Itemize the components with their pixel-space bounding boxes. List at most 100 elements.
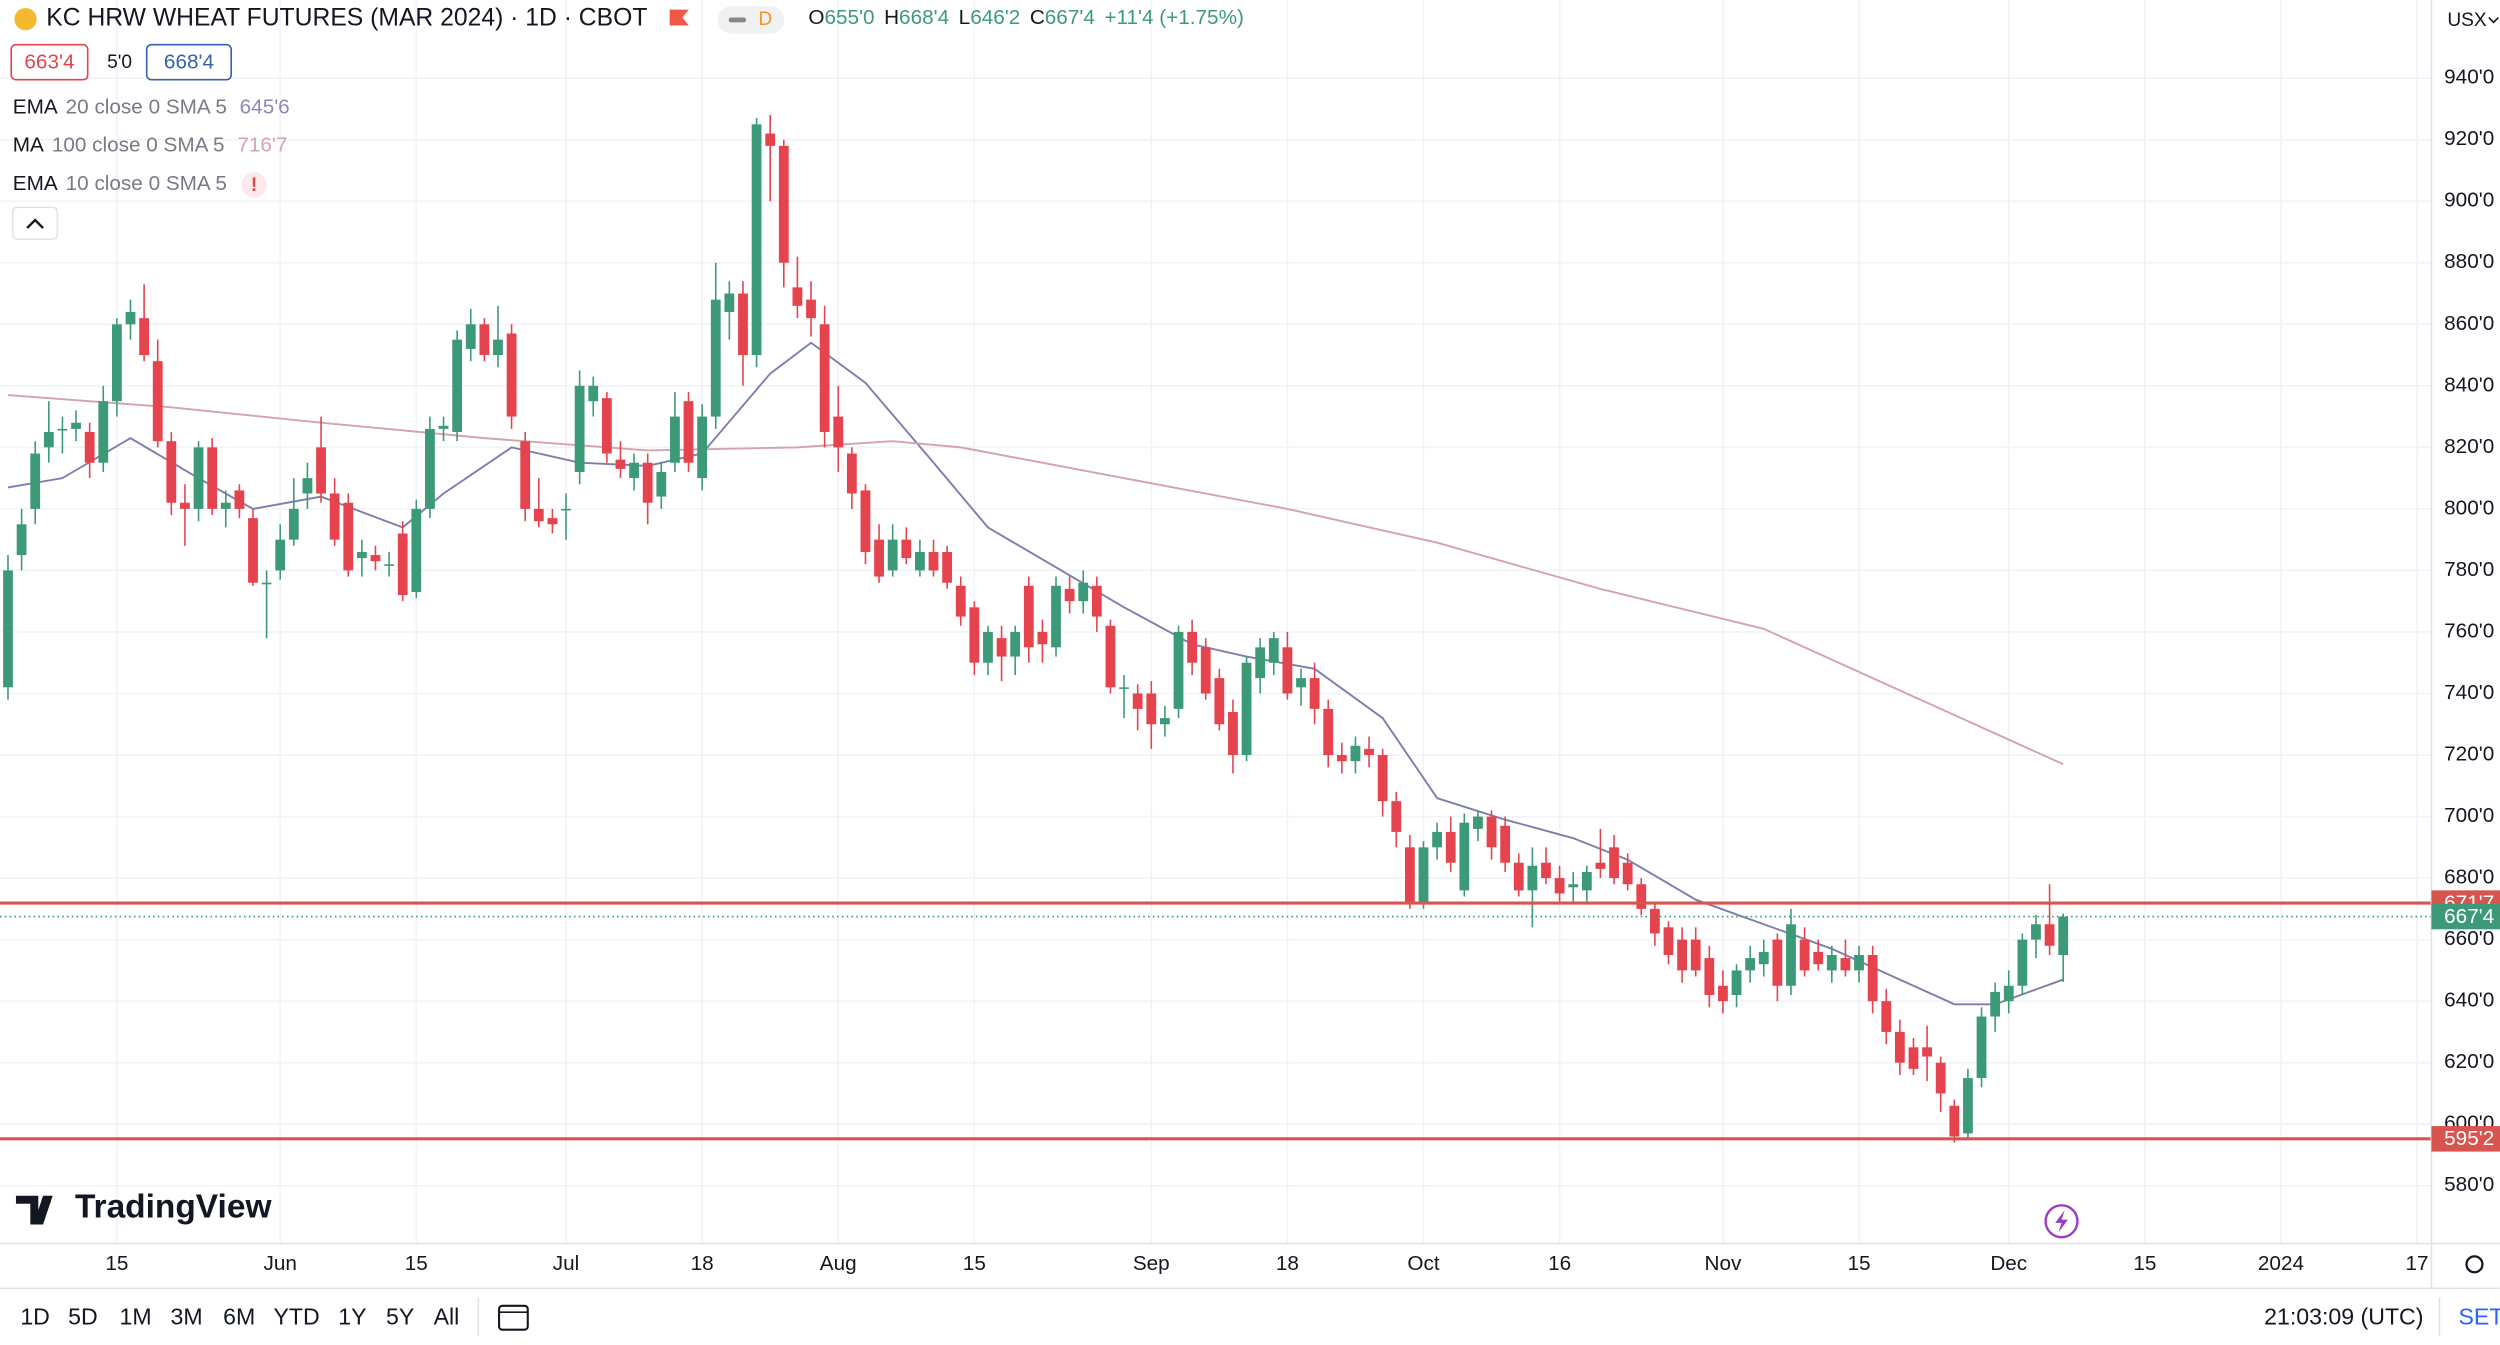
ohlc-key: L: [959, 7, 971, 30]
candle-body: [1554, 878, 1565, 894]
ohlc-key: O: [808, 7, 824, 30]
range-button[interactable]: YTD: [273, 1304, 319, 1330]
currency[interactable]: USX: [2447, 10, 2487, 31]
indicator-name: MA: [13, 134, 44, 157]
candle-body: [765, 133, 776, 146]
y-tick-label: 660'0: [2444, 927, 2494, 950]
candle-body: [1268, 638, 1279, 663]
candle-body: [670, 416, 680, 463]
candle-body: [506, 333, 517, 417]
range-button[interactable]: 5D: [68, 1304, 98, 1330]
candle-body: [180, 502, 190, 509]
price-tag: [2431, 1126, 2500, 1152]
candle-body: [1473, 816, 1483, 829]
ask: 668'4: [164, 50, 214, 73]
indicator-row[interactable]: MA 100 close 0 SMA 5 716'7: [13, 134, 288, 157]
lightning-button[interactable]: [2044, 1204, 2079, 1239]
lightning-icon: [2055, 1210, 2068, 1233]
x-tick-label: 16: [1548, 1252, 1571, 1275]
y-tick-label: 740'0: [2444, 681, 2494, 704]
candle-body: [261, 582, 272, 585]
candle-body: [30, 453, 41, 509]
candle-body: [1350, 745, 1361, 762]
settings-button[interactable]: SET: [2459, 1304, 2500, 1330]
ohlc-value: 655'0: [824, 7, 874, 30]
candle-body: [1990, 991, 2001, 1017]
candle-body: [1949, 1105, 1960, 1137]
price-tag-label: 595'2: [2444, 1127, 2494, 1150]
range-button[interactable]: 6M: [223, 1304, 255, 1330]
candle-body: [1609, 847, 1619, 879]
calendar-icon[interactable]: [498, 1304, 529, 1331]
candle-body: [1078, 582, 1089, 602]
candle-body: [1922, 1047, 1932, 1057]
logo-dot: [41, 1195, 52, 1206]
candle-body: [207, 447, 218, 509]
bid-box[interactable]: [10, 43, 89, 81]
candle-body: [588, 385, 599, 402]
y-tick-label: 880'0: [2444, 250, 2494, 273]
flag-icon[interactable]: [669, 9, 689, 26]
y-tick-label: 900'0: [2444, 189, 2494, 212]
y-tick-label: 840'0: [2444, 373, 2494, 396]
collapse-button[interactable]: [11, 206, 59, 240]
bid: 663'4: [24, 50, 74, 73]
candle-body: [288, 508, 299, 540]
range-button[interactable]: 1M: [119, 1304, 151, 1330]
settings-gear[interactable]: [2465, 1255, 2484, 1274]
y-tick-label: 860'0: [2444, 312, 2494, 335]
candle-body: [438, 425, 449, 429]
candle-body: [302, 478, 313, 494]
moving-average-line: [7, 341, 2064, 1006]
candle-body: [887, 539, 898, 571]
candle-body: [629, 462, 639, 479]
candle-body: [1228, 711, 1238, 756]
x-tick-label: 18: [691, 1252, 714, 1275]
clock[interactable]: 21:03:09 (UTC): [2264, 1304, 2423, 1330]
candle-body: [1364, 748, 1374, 756]
ohlc-key: C: [1030, 7, 1045, 30]
candle-body: [778, 145, 789, 263]
candle-body: [1677, 939, 1687, 971]
candle-body: [1023, 585, 1034, 648]
delay-pill: [717, 6, 785, 34]
candle-body: [1500, 825, 1511, 863]
range-button[interactable]: 5Y: [386, 1304, 414, 1330]
ask-box[interactable]: [145, 43, 233, 81]
candle-body: [1255, 647, 1266, 679]
candle-body: [1745, 958, 1756, 971]
candle-body: [1758, 951, 1769, 965]
candle-body: [874, 539, 884, 577]
symbol-title[interactable]: KC HRW WHEAT FUTURES (MAR 2024) · 1D · C…: [46, 5, 647, 32]
candle-body: [57, 428, 68, 431]
symbol-icon: [14, 7, 37, 31]
y-tick-label: 640'0: [2444, 989, 2494, 1012]
candle-body: [1963, 1078, 1973, 1134]
range-button[interactable]: 3M: [171, 1304, 203, 1330]
range-button[interactable]: 1D: [20, 1304, 50, 1330]
ohlc-key: H: [884, 7, 899, 30]
indicator-row[interactable]: EMA 10 close 0 SMA 5: [13, 172, 227, 195]
delay-dash: [728, 17, 747, 23]
indicator-row[interactable]: EMA 20 close 0 SMA 5 645'6: [13, 96, 290, 119]
candle-body: [2044, 924, 2055, 946]
candle-body: [901, 539, 912, 559]
logo-text: TradingView: [75, 1188, 272, 1225]
candle-body: [601, 398, 612, 454]
chevron-icon: [26, 218, 44, 229]
x-tick-label: 15: [105, 1252, 128, 1275]
indicator-params: 100 close 0 SMA 5: [52, 134, 225, 157]
candle-body: [411, 508, 422, 592]
currency-box: [2433, 0, 2500, 39]
candle-body: [1908, 1047, 1919, 1069]
range-button[interactable]: All: [434, 1304, 460, 1330]
range-button[interactable]: 1Y: [338, 1304, 366, 1330]
price-tag: [2431, 903, 2500, 930]
candle-body: [1105, 625, 1116, 688]
candle-body: [1513, 862, 1524, 891]
candle-body: [1935, 1062, 1946, 1094]
candle-body: [1459, 822, 1470, 891]
candle-body: [2058, 916, 2069, 956]
candle-body: [697, 416, 708, 479]
